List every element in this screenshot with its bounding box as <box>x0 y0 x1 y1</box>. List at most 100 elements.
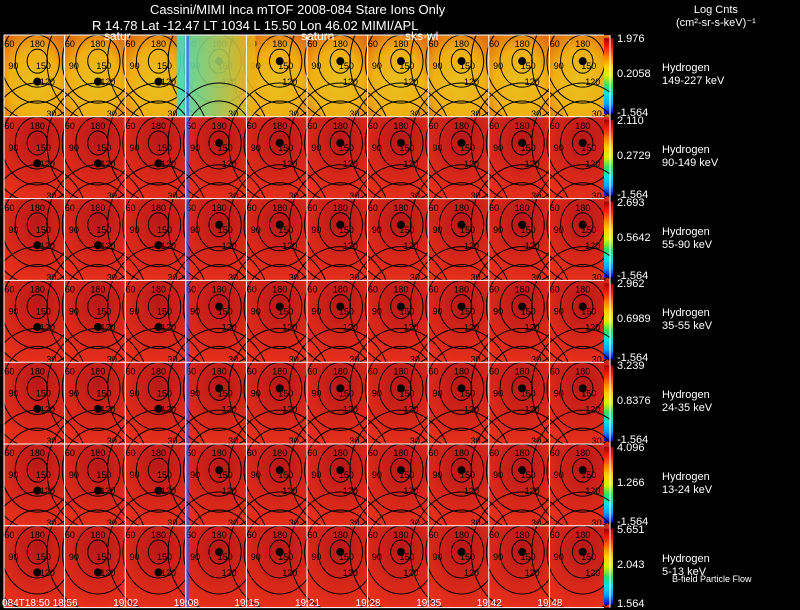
sun-marker <box>33 159 42 168</box>
sun-marker <box>457 466 466 475</box>
contour-line <box>511 212 533 238</box>
contour-line <box>208 539 230 565</box>
contour-label: 90 <box>433 225 443 235</box>
contour-label: 30 <box>228 436 238 446</box>
contour-label: 90 <box>433 143 443 153</box>
contour-label: 180 <box>393 39 408 49</box>
contour-label: 90 <box>554 388 564 398</box>
contour-label: 90 <box>493 61 503 71</box>
contour-line <box>572 375 594 401</box>
contour-label: 60 <box>65 39 75 49</box>
contour-line <box>390 294 412 320</box>
contour-label: 30 <box>289 518 299 528</box>
contour-label: 30 <box>592 354 602 364</box>
contour-label: 150 <box>278 307 293 317</box>
contour-label: 60 <box>429 121 439 131</box>
contour-label: 90 <box>493 470 503 480</box>
contour-label: 60 <box>126 530 136 540</box>
sun-marker <box>33 486 42 495</box>
contour-label: 180 <box>30 203 45 213</box>
contour-line <box>87 539 109 565</box>
contour-label: 90 <box>311 61 321 71</box>
contour-label: 180 <box>454 366 469 376</box>
species-name: Hydrogen <box>662 470 710 483</box>
contour-label: 180 <box>151 203 166 213</box>
contour-line <box>26 48 49 74</box>
contour-label: 120 <box>525 241 540 251</box>
contour-label: 30 <box>289 273 299 283</box>
sun-marker <box>215 220 224 229</box>
contour-label: 150 <box>339 552 354 562</box>
contour-label: 30 <box>349 436 359 446</box>
species-name: Hydrogen <box>662 307 710 320</box>
contour-label: 180 <box>454 285 469 295</box>
contour-label: 90 <box>190 225 200 235</box>
sun-marker <box>518 384 527 393</box>
contour-label: 120 <box>282 568 297 578</box>
x-tick-label: 19:42 <box>476 598 502 609</box>
contour-label: 30 <box>471 436 481 446</box>
contour-label: 90 <box>8 388 18 398</box>
sun-marker <box>215 138 224 147</box>
contour-label: 90 <box>130 552 140 562</box>
contour-label: 60 <box>247 203 257 213</box>
colorbar-min-label: -1.564 <box>617 434 649 446</box>
contour-line <box>26 212 49 238</box>
colorbar-min-label: -1.564 <box>617 270 649 283</box>
contour-line <box>572 212 594 238</box>
species-label: Hydrogen 90-149 keV <box>662 144 718 170</box>
panel-row-5: 1801501209060301801501209060301801501209… <box>4 327 610 449</box>
contour-label: 90 <box>190 143 200 153</box>
contour-label: 180 <box>515 39 530 49</box>
colorbar-min-label: -1.564 <box>617 515 649 528</box>
contour-label: 180 <box>393 285 408 295</box>
species-name: Hydrogen <box>662 225 710 238</box>
contour-line <box>269 294 291 320</box>
contour-label: 60 <box>489 285 499 295</box>
contour-line <box>147 539 170 565</box>
contour-label: 120 <box>100 159 115 169</box>
contour-label: 90 <box>311 552 321 562</box>
contour-line <box>329 294 352 320</box>
contour-label: 60 <box>65 366 75 376</box>
contour-label: 150 <box>36 225 51 235</box>
contour-line <box>208 375 230 401</box>
contour-line <box>269 48 291 74</box>
sun-marker <box>578 57 587 66</box>
contour-label: 90 <box>372 143 382 153</box>
contour-label: 150 <box>581 552 596 562</box>
species-name: Hydrogen <box>662 389 710 402</box>
contour-label: 60 <box>126 448 136 458</box>
colorbar-mid-label: 0.6989 <box>617 313 651 326</box>
contour-label: 120 <box>403 486 418 496</box>
contour-label: 60 <box>429 366 439 376</box>
contour-line <box>450 212 473 238</box>
contour-line <box>329 375 352 401</box>
contour-label: 150 <box>460 225 475 235</box>
contour-label: 60 <box>126 39 136 49</box>
contour-label: 180 <box>575 366 590 376</box>
contour-label: 150 <box>399 307 414 317</box>
contour-label: 60 <box>550 530 560 540</box>
contour-label: 30 <box>107 191 117 201</box>
contour-label: 150 <box>278 225 293 235</box>
contour-label: 90 <box>372 552 382 562</box>
contour-label: 120 <box>100 77 115 87</box>
contour-label: 180 <box>212 448 227 458</box>
instrument-gap <box>184 280 189 363</box>
contour-line <box>87 130 109 156</box>
contour-label: 120 <box>40 486 55 496</box>
contour-label: 120 <box>343 486 358 496</box>
contour-label: 150 <box>96 470 111 480</box>
contour-label: 30 <box>349 518 359 528</box>
contour-label: 180 <box>272 285 287 295</box>
contour-label: 90 <box>554 225 564 235</box>
contour-label: 30 <box>592 518 602 528</box>
contour-label: 150 <box>218 552 233 562</box>
contour-label: 150 <box>218 388 233 398</box>
instrument-gap <box>184 116 189 199</box>
contour-label: 150 <box>581 143 596 153</box>
contour-label: 90 <box>251 307 261 317</box>
contour-label: 120 <box>161 77 176 87</box>
instrument-gap <box>184 525 189 608</box>
